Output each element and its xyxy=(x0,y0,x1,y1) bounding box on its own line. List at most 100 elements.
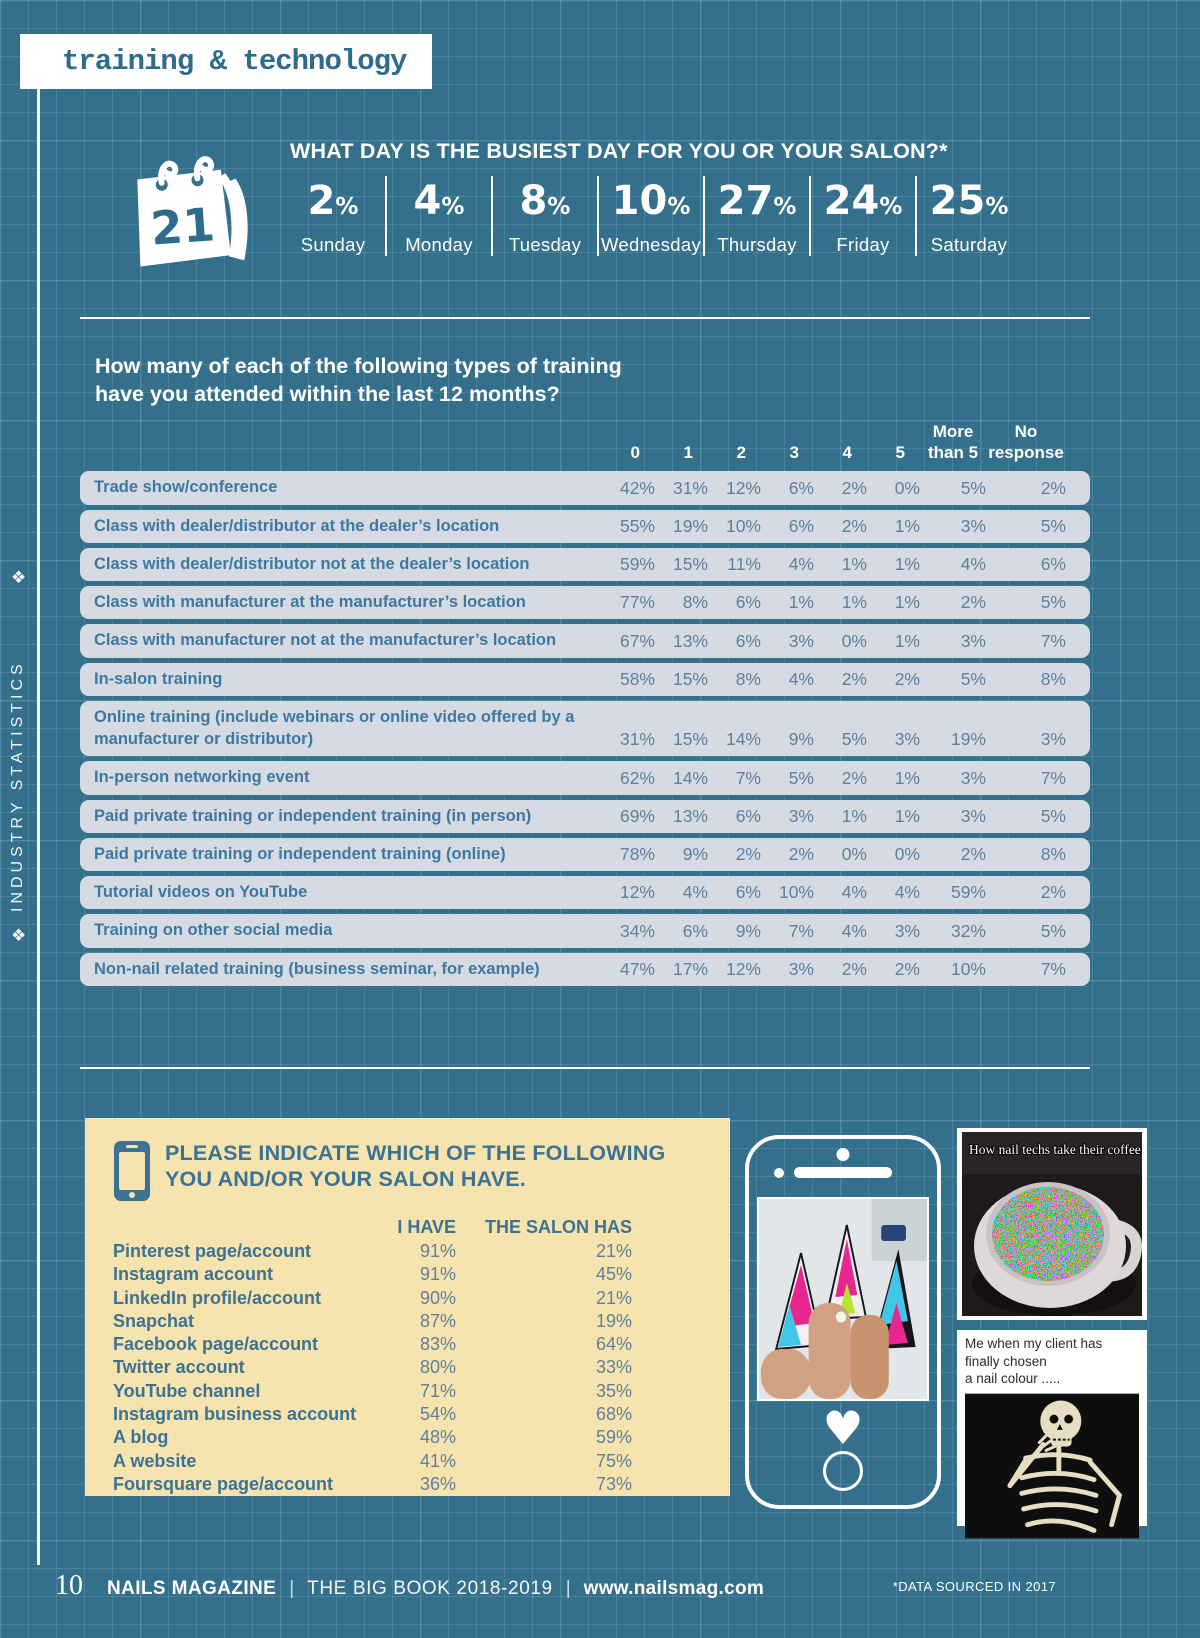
row-label: Non-nail related training (business semi… xyxy=(94,959,540,978)
salon-account-row: Instagram business account 54% 68% xyxy=(113,1403,700,1426)
row-value: 59% xyxy=(950,882,986,903)
row-value: 2% xyxy=(1040,882,1066,903)
row-value: 8% xyxy=(682,592,708,613)
column-header: 2 xyxy=(708,442,761,463)
row-value: 10% xyxy=(725,515,761,536)
salon-row-label: Pinterest page/account xyxy=(113,1241,312,1261)
row-value: 6% xyxy=(735,882,761,903)
row-value: 6% xyxy=(788,515,814,536)
row-value: 1% xyxy=(894,630,920,651)
row-value: 0% xyxy=(894,477,920,498)
row-label: Class with manufacturer not at the manuf… xyxy=(94,631,557,650)
day-percentage: 4% xyxy=(387,180,491,222)
salon-accounts-title-line1: PLEASE INDICATE WHICH OF THE FOLLOWING xyxy=(165,1141,666,1165)
row-value: 9% xyxy=(788,729,814,750)
row-value: 14% xyxy=(672,767,708,788)
horizontal-rule xyxy=(80,1067,1090,1069)
training-table-row: Tutorial videos on YouTube 12% 4% 6% 10% 4% 4%… xyxy=(80,876,1090,910)
row-label: Tutorial videos on YouTube xyxy=(94,883,308,902)
row-value: 5% xyxy=(960,477,986,498)
percent-sign: % xyxy=(547,194,571,220)
row-value: 7% xyxy=(735,767,761,788)
glitter-coffee-illustration: How nail techs take their coffee xyxy=(962,1132,1142,1316)
row-value: 13% xyxy=(672,630,708,651)
calendar-icon: 21 xyxy=(137,156,248,267)
column-header-line: 0 xyxy=(630,443,640,462)
row-value: 1% xyxy=(841,805,867,826)
column-header: More than 5 xyxy=(920,421,986,464)
coffee-glitter-meme: How nail techs take their coffee xyxy=(957,1128,1147,1320)
salon-row-salon-has-value: 33% xyxy=(595,1357,632,1378)
row-value: 6% xyxy=(735,630,761,651)
smartphone-icon xyxy=(114,1141,150,1201)
percent-sign: % xyxy=(879,194,903,220)
phone-illustration: ♥ xyxy=(745,1135,941,1509)
column-header-line: More xyxy=(932,421,974,441)
row-value: 10% xyxy=(950,958,986,979)
row-value: 12% xyxy=(619,882,655,903)
row-value: 3% xyxy=(894,729,920,750)
row-value: 34% xyxy=(619,920,655,941)
day-percentage-number: 10 xyxy=(611,178,668,224)
row-value: 15% xyxy=(672,668,708,689)
footer-separator: | xyxy=(565,1578,571,1599)
day-label: Monday xyxy=(405,234,473,255)
salon-account-row: Facebook page/account 83% 64% xyxy=(113,1333,700,1356)
salon-row-label: Instagram business account xyxy=(113,1404,357,1425)
training-question-line2: have you attended within the last 12 mon… xyxy=(95,382,560,407)
horizontal-rule xyxy=(80,317,1090,319)
row-value: 0% xyxy=(841,844,867,865)
day-stat: 8% Tuesday xyxy=(491,176,597,256)
skeleton-illustration xyxy=(965,1393,1139,1538)
row-label: Paid private training or independent tra… xyxy=(94,844,506,863)
training-question: How many of each of the following types … xyxy=(95,352,1090,409)
training-frequency-section: How many of each of the following types … xyxy=(80,352,1090,991)
day-stat: 24% Friday xyxy=(809,176,915,256)
salon-row-i-have-value: 91% xyxy=(419,1241,456,1261)
row-value: 2% xyxy=(841,515,867,536)
row-value: 11% xyxy=(727,554,761,575)
row-value: 4% xyxy=(841,920,867,941)
row-value: 7% xyxy=(1040,630,1066,651)
row-value: 14% xyxy=(725,729,761,750)
column-header: No response xyxy=(986,421,1066,464)
salon-row-label: A blog xyxy=(113,1427,169,1448)
training-table-row: In-person networking event 62% 14% 7% 5% 2% 1%… xyxy=(80,761,1090,795)
phone-camera-dot-icon xyxy=(836,1148,850,1161)
book-edition: THE BIG BOOK 2018-2019 xyxy=(307,1578,553,1599)
column-header: 0 xyxy=(602,442,655,463)
row-value: 1% xyxy=(894,554,920,575)
salon-row-label: LinkedIn profile/account xyxy=(113,1287,322,1308)
row-value: 78% xyxy=(619,844,655,865)
nail-art-illustration xyxy=(759,1199,927,1399)
salon-row-i-have-value: 54% xyxy=(419,1404,456,1425)
row-value: 1% xyxy=(894,805,920,826)
salon-row-label: A website xyxy=(113,1450,197,1471)
day-stat: 10% Wednesday xyxy=(597,176,703,256)
salon-accounts-title: PLEASE INDICATE WHICH OF THE FOLLOWING Y… xyxy=(165,1140,665,1192)
salon-row-label: Snapchat xyxy=(113,1310,195,1331)
column-header-line: 1 xyxy=(683,443,693,462)
row-value: 2% xyxy=(841,767,867,788)
row-value: 2% xyxy=(894,668,920,689)
row-value: 9% xyxy=(735,920,761,941)
row-value: 0% xyxy=(894,844,920,865)
page-number: 10 xyxy=(55,1570,83,1601)
day-label: Tuesday xyxy=(508,234,582,255)
salon-accounts-title-line2: YOU AND/OR YOUR SALON HAVE. xyxy=(165,1167,526,1192)
day-percentage-number: 2 xyxy=(307,178,336,224)
row-value: 5% xyxy=(1040,920,1066,941)
row-value: 42% xyxy=(619,477,655,498)
row-value: 3% xyxy=(788,630,814,651)
row-value: 6% xyxy=(788,477,814,498)
row-value: 2% xyxy=(960,844,986,865)
column-header: 1 xyxy=(655,442,708,463)
row-value: 10% xyxy=(778,882,814,903)
row-label: In-salon training xyxy=(94,669,223,688)
day-label: Wednesday xyxy=(600,234,702,255)
salon-row-i-have-value: 36% xyxy=(419,1473,456,1494)
salon-row-i-have-value: 90% xyxy=(419,1287,456,1308)
row-value: 3% xyxy=(960,630,986,651)
row-value: 3% xyxy=(788,958,814,979)
row-value: 4% xyxy=(788,554,814,575)
